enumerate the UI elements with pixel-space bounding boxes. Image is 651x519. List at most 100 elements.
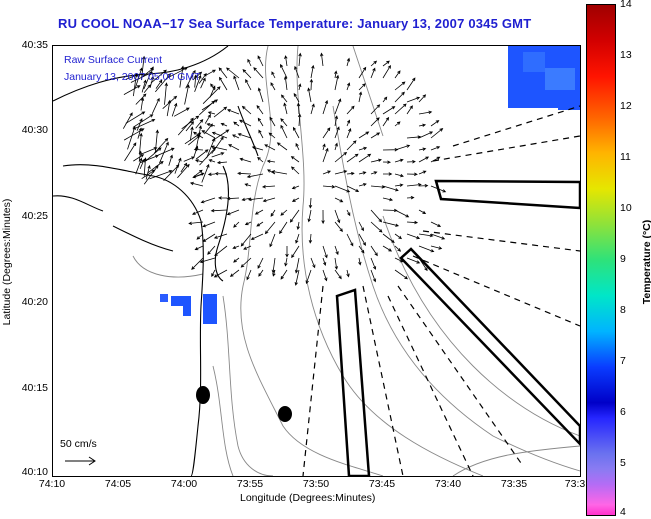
current-vector — [322, 143, 326, 151]
current-vector — [310, 257, 316, 269]
colorbar-tick: 14 — [620, 0, 632, 10]
current-vector — [207, 111, 216, 115]
current-vector — [188, 134, 201, 146]
current-vector — [430, 146, 441, 151]
current-vector — [346, 127, 352, 139]
x-tick-label: 73:35 — [500, 478, 528, 490]
sst-patch-northeast — [508, 46, 580, 110]
current-vector — [193, 172, 205, 178]
current-vector — [192, 71, 203, 81]
current-vector — [177, 163, 190, 179]
current-vector — [155, 79, 163, 89]
current-vector — [296, 221, 300, 230]
current-vector — [322, 257, 327, 266]
current-vector — [322, 245, 328, 259]
current-vector — [269, 233, 276, 248]
current-vector — [237, 133, 252, 139]
current-vector — [211, 152, 225, 158]
current-vector — [135, 157, 143, 175]
current-vector — [294, 269, 300, 286]
current-vector — [245, 79, 252, 91]
current-vector — [140, 154, 159, 164]
map-plot-area — [52, 45, 581, 477]
current-vector — [307, 87, 312, 103]
current-vector — [214, 171, 228, 176]
colorbar-tick: 10 — [620, 202, 632, 214]
current-vector — [358, 171, 367, 175]
current-vector — [211, 129, 230, 142]
current-vector — [284, 55, 288, 67]
current-vector — [358, 245, 365, 254]
current-vector — [194, 159, 204, 163]
current-vector — [296, 102, 301, 115]
x-tick-label: 73:50 — [302, 478, 330, 490]
current-vector — [122, 112, 133, 129]
current-vector — [154, 137, 169, 154]
current-vector — [240, 233, 252, 247]
current-vector — [272, 269, 276, 277]
current-vector — [394, 81, 406, 91]
current-vector — [211, 131, 228, 139]
current-vector — [257, 55, 264, 67]
current-vector — [310, 103, 315, 115]
current-vector — [297, 113, 302, 127]
current-vector — [334, 98, 342, 115]
current-vector — [334, 245, 339, 256]
map-title: RU COOL NOAA−17 Sea Surface Temperature:… — [58, 16, 532, 31]
current-vector — [247, 197, 264, 202]
current-vector — [406, 172, 418, 176]
current-vector — [291, 197, 300, 202]
current-vector — [195, 149, 209, 160]
current-vector — [219, 76, 228, 91]
scale-label: 50 cm/s — [60, 438, 97, 450]
current-vector — [430, 185, 447, 193]
current-vector — [334, 74, 340, 91]
current-vector — [213, 106, 228, 118]
current-vector — [279, 221, 288, 235]
current-vector — [216, 160, 228, 165]
x-axis-label: Longitude (Degrees:Minutes) — [240, 492, 376, 504]
current-vector — [203, 123, 213, 135]
current-vector — [418, 156, 430, 163]
current-vector — [191, 209, 204, 215]
current-vector — [204, 114, 211, 124]
current-vector — [163, 164, 180, 181]
current-vector — [280, 209, 288, 216]
x-tick-label: 73:55 — [236, 478, 264, 490]
current-vector — [418, 257, 428, 272]
current-vector — [270, 82, 276, 91]
current-vector — [370, 221, 383, 233]
current-vector — [250, 233, 264, 240]
current-vector — [240, 257, 252, 268]
current-vector — [213, 233, 228, 239]
current-vector — [199, 257, 216, 264]
current-vector — [132, 114, 154, 128]
current-vector — [181, 115, 200, 130]
current-vector — [284, 257, 288, 267]
current-vector — [418, 147, 427, 151]
current-vector — [202, 86, 221, 104]
current-vector — [418, 94, 427, 103]
current-vector — [213, 269, 228, 278]
current-vector — [137, 127, 142, 139]
current-vector — [232, 245, 240, 249]
current-vector — [191, 257, 204, 270]
y-tick-label: 40:15 — [21, 382, 48, 394]
current-vector — [346, 269, 350, 278]
current-vector — [254, 209, 264, 215]
current-vector — [264, 221, 276, 235]
current-vector — [289, 209, 300, 223]
current-vector — [241, 197, 252, 202]
current-vector — [394, 91, 405, 103]
current-vector — [184, 132, 202, 145]
current-vector — [157, 147, 175, 156]
current-vector — [394, 144, 411, 151]
current-vector — [226, 209, 240, 216]
current-vector — [334, 185, 351, 193]
shipping-lane-lines — [302, 105, 580, 476]
current-vector — [145, 147, 162, 162]
current-vector — [133, 154, 145, 162]
colorbar-tick: 7 — [620, 355, 626, 367]
current-vector — [220, 122, 228, 127]
current-vector — [202, 233, 216, 242]
